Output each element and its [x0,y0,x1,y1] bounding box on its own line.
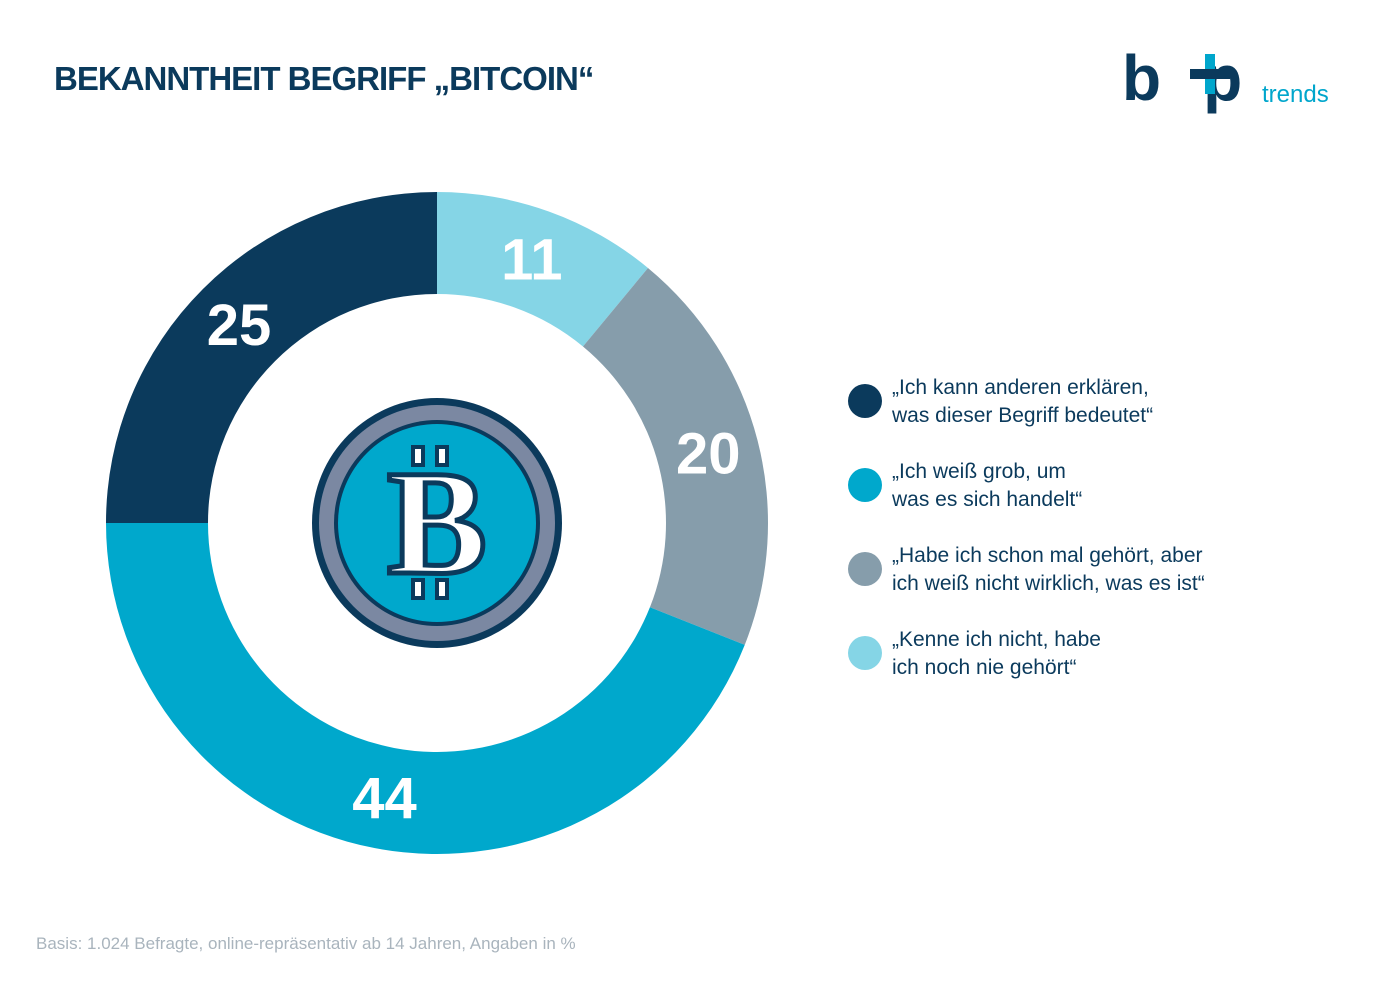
legend-item: „Ich kann anderen erklären, was dieser Be… [848,374,1368,458]
legend-label-line: „Ich kann anderen erklären, [892,376,1149,399]
legend-label: „Kenne ich nicht, habe ich noch nie gehör… [892,626,1101,682]
legend-label: „Habe ich schon mal gehört, aber ich weiß… [892,542,1205,598]
chart-title: BEKANNTHEIT BEGRIFF „BITCOIN“ [54,60,594,97]
donut-slices [106,192,769,855]
legend-label: „Ich weiß grob, um was es sich handelt“ [892,458,1082,514]
b4p-logo: bp trends [1122,46,1362,126]
slice-value-label: 11 [501,228,562,293]
legend-swatch [848,468,882,502]
slice-value-label: 25 [207,293,272,358]
legend-label-line: was dieser Begriff bedeutet“ [892,404,1154,427]
chart-legend: „Ich kann anderen erklären, was dieser Be… [848,374,1368,710]
legend-swatch [848,636,882,670]
legend-label-line: „Kenne ich nicht, habe [892,628,1101,651]
legend-swatch [848,384,882,418]
legend-label-line: was es sich handelt“ [892,488,1083,511]
legend-label-line: „Habe ich schon mal gehört, aber [892,544,1203,567]
logo-plus-icon [1190,54,1230,94]
footnote: Basis: 1.024 Befragte, online-repräsenta… [36,934,576,953]
legend-label-line: ich weiß nicht wirklich, was es ist“ [892,572,1205,595]
bitcoin-icon: B [312,398,562,648]
slice-value-label: 20 [676,421,741,486]
logo-subtitle: trends [1262,81,1329,108]
slice-can-explain [106,192,437,523]
slice-value-label: 44 [352,766,417,831]
slice-not-known [437,192,648,347]
slice-heard-of [582,267,769,645]
legend-item: „Habe ich schon mal gehört, aber ich weiß… [848,542,1368,626]
legend-item: „Ich weiß grob, um was es sich handelt“ [848,458,1368,542]
legend-swatch [848,552,882,586]
legend-label-line: „Ich weiß grob, um [892,460,1066,483]
slice-roughly-known [106,523,745,855]
legend-item: „Kenne ich nicht, habe ich noch nie gehör… [848,626,1368,710]
legend-label-line: ich noch nie gehört“ [892,656,1077,679]
donut-labels: 11 20 44 25 [207,228,741,831]
legend-label: „Ich kann anderen erklären, was dieser Be… [892,374,1153,430]
